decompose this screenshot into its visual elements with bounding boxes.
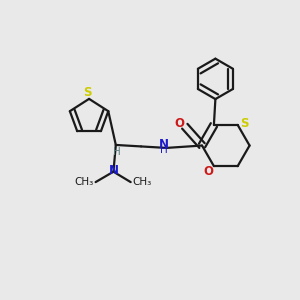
Text: CH₃: CH₃	[132, 177, 152, 187]
Text: O: O	[204, 165, 214, 178]
Text: H: H	[113, 147, 121, 158]
Text: CH₃: CH₃	[75, 177, 94, 187]
Text: S: S	[240, 117, 248, 130]
Text: O: O	[174, 117, 184, 130]
Text: H: H	[160, 145, 168, 155]
Text: N: N	[108, 164, 118, 177]
Text: S: S	[83, 86, 92, 99]
Text: N: N	[159, 138, 169, 152]
